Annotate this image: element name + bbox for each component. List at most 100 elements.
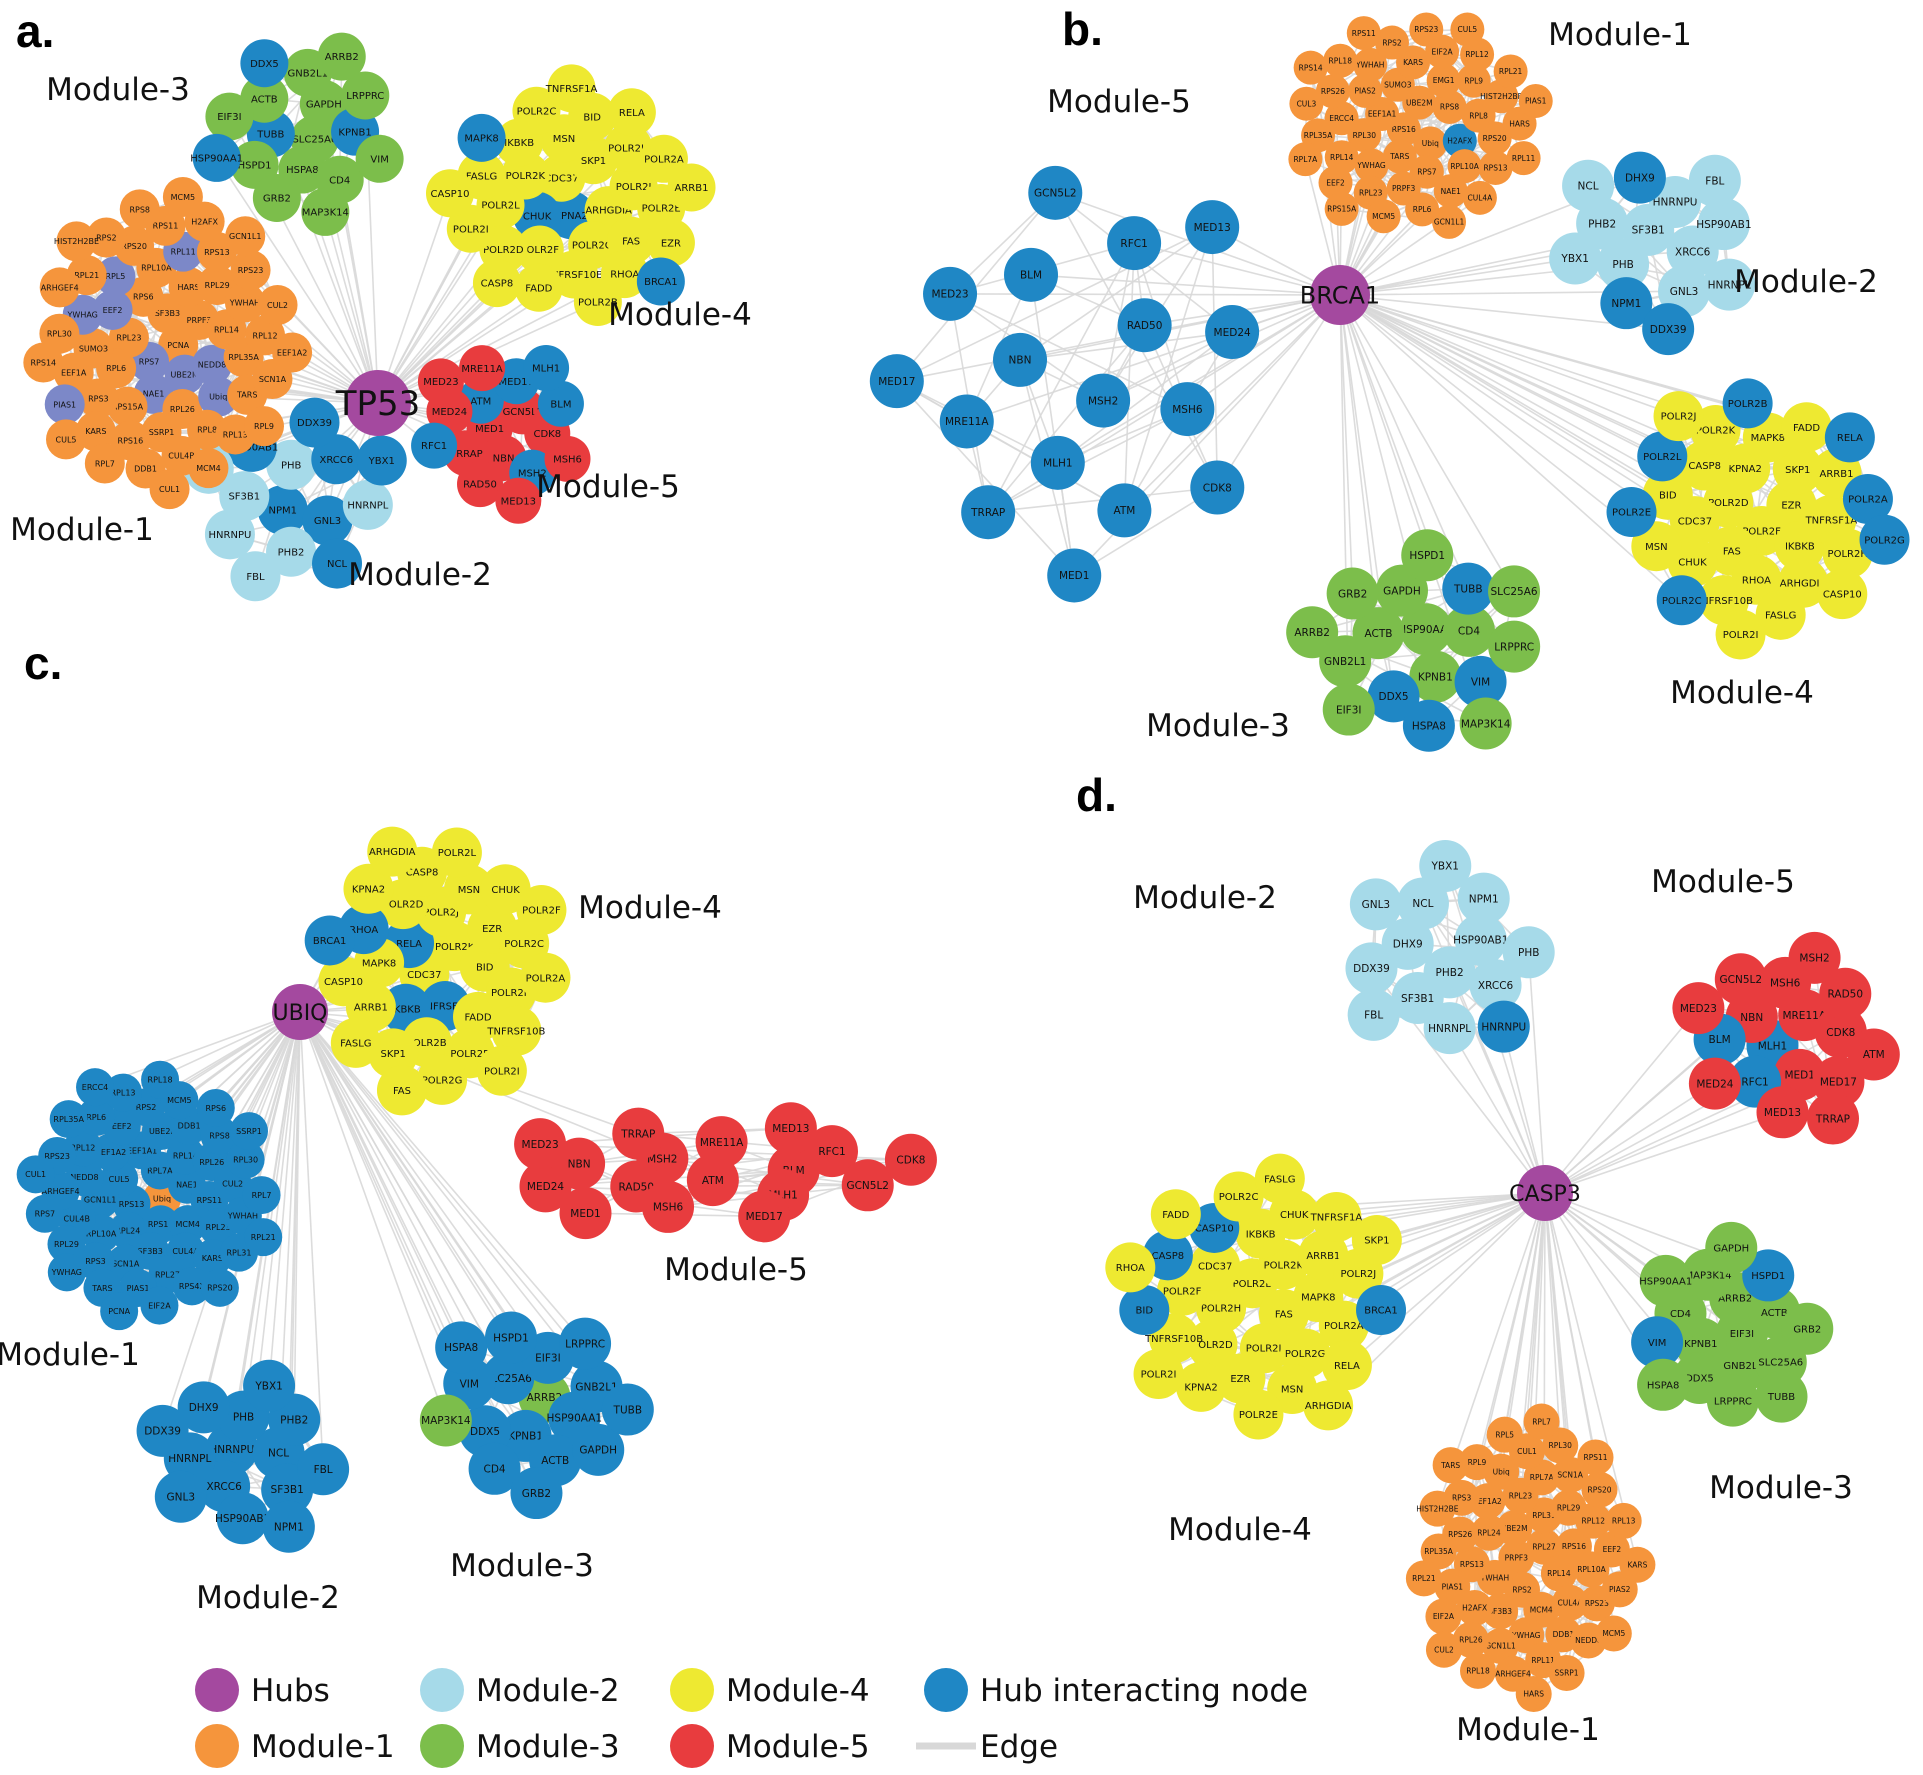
node-c-FASLG[interactable] [330, 1017, 381, 1068]
node-a-PIAS1[interactable] [44, 384, 85, 425]
node-b-RPL14[interactable] [1324, 140, 1359, 175]
node-a-RPL7[interactable] [84, 443, 125, 484]
node-c-RPS4X[interactable] [172, 1267, 211, 1306]
node-d-TNFRSF1A[interactable] [1311, 1191, 1362, 1242]
node-a-CUL2[interactable] [257, 284, 298, 325]
node-b-MCM5[interactable] [1366, 199, 1401, 234]
node-d-RELA[interactable] [1321, 1340, 1372, 1391]
node-c-CASP10[interactable] [318, 956, 369, 1007]
node-d-POLR2E[interactable] [1233, 1389, 1284, 1440]
node-a-CASP8[interactable] [472, 259, 521, 308]
node-b-RPL6[interactable] [1405, 192, 1440, 227]
node-a-EIF3I[interactable] [205, 92, 254, 141]
node-d-FBL[interactable] [1347, 988, 1400, 1041]
node-a-GRB2[interactable] [252, 173, 301, 222]
node-b-RPS26[interactable] [1315, 74, 1350, 109]
node-b-MRE11A[interactable] [939, 394, 994, 449]
node-b-GCN1L1[interactable] [1432, 204, 1467, 239]
node-b-RPS11[interactable] [1346, 16, 1381, 51]
node-b-PIAS1[interactable] [1518, 83, 1553, 118]
node-a-MRE11A[interactable] [459, 345, 506, 392]
node-b-RPL7A[interactable] [1288, 142, 1323, 177]
node-c-ARHGDIA[interactable] [367, 826, 418, 877]
node-b-MED23[interactable] [923, 266, 978, 321]
node-c-RPL18[interactable] [141, 1060, 180, 1099]
node-b-YBX1[interactable] [1549, 232, 1602, 285]
node-a-PHB2[interactable] [266, 526, 317, 577]
node-d-RHOA[interactable] [1105, 1242, 1156, 1293]
node-d-ARHGDIA[interactable] [1303, 1380, 1354, 1431]
node-b-DDX39[interactable] [1642, 303, 1695, 356]
node-b-RPS23[interactable] [1409, 12, 1444, 47]
node-c-TRRAP[interactable] [612, 1107, 665, 1160]
node-b-POLR2B[interactable] [1722, 378, 1773, 429]
node-b-POLR2C[interactable] [1656, 575, 1707, 626]
node-a-CASP10[interactable] [425, 169, 474, 218]
node-a-HNRNPL[interactable] [342, 479, 393, 530]
node-a-RPS14[interactable] [23, 342, 64, 383]
node-a-ARHGEF4[interactable] [39, 267, 80, 308]
node-d-TARS[interactable] [1432, 1447, 1469, 1484]
node-a-RPS2[interactable] [86, 217, 127, 258]
node-d-TUBB[interactable] [1755, 1370, 1808, 1423]
node-b-RFC1[interactable] [1107, 216, 1162, 271]
node-d-POLR2I[interactable] [1133, 1348, 1184, 1399]
node-d-KPNA2[interactable] [1176, 1361, 1227, 1412]
node-d-HSP90AB1[interactable] [1454, 913, 1507, 966]
node-c-LRPPRC[interactable] [559, 1317, 612, 1370]
node-b-MSH2[interactable] [1076, 373, 1131, 428]
node-a-MED13[interactable] [495, 477, 542, 524]
node-c-MED13[interactable] [764, 1102, 817, 1155]
node-a-HARS[interactable] [168, 266, 209, 307]
node-b-NAE1[interactable] [1433, 174, 1468, 209]
node-a-SF3B1[interactable] [219, 471, 270, 522]
node-a-TNFRSF1A[interactable] [547, 64, 596, 113]
node-d-RPL14[interactable] [1540, 1555, 1577, 1592]
node-b-CUL3[interactable] [1289, 86, 1324, 121]
node-a-EEF1A2[interactable] [272, 332, 313, 373]
node-d-HSP90AA1[interactable] [1639, 1254, 1692, 1307]
node-b-TRRAP[interactable] [961, 485, 1016, 540]
node-d-RPS11[interactable] [1577, 1439, 1614, 1476]
node-d-RPS20[interactable] [1581, 1471, 1618, 1508]
node-c-CUL1[interactable] [16, 1155, 55, 1194]
node-b-RPS8[interactable] [1432, 89, 1467, 124]
node-a-Ubiq[interactable] [198, 376, 239, 417]
node-c-RFC1[interactable] [805, 1125, 858, 1178]
node-c-ERCC4[interactable] [76, 1068, 115, 1107]
node-a-EZR[interactable] [646, 218, 695, 267]
node-c-POLR2A[interactable] [520, 952, 571, 1003]
node-a-YWHAH[interactable] [224, 282, 265, 323]
node-d-YBX1[interactable] [1419, 839, 1472, 892]
node-d-GCN5L2[interactable] [1714, 953, 1767, 1006]
node-b-NPM1[interactable] [1600, 277, 1653, 330]
node-b-EEF2[interactable] [1318, 165, 1353, 200]
node-a-RPL9[interactable] [243, 406, 284, 447]
node-c-YBX1[interactable] [243, 1359, 296, 1412]
node-c-MED1[interactable] [559, 1187, 612, 1240]
node-c-MRE11A[interactable] [695, 1116, 748, 1169]
node-a-BLM[interactable] [537, 380, 584, 427]
node-b-TARS[interactable] [1382, 139, 1417, 174]
node-c-RPS6[interactable] [196, 1088, 235, 1127]
node-b-RPL10A[interactable] [1447, 149, 1482, 184]
node-c-HSPA8[interactable] [435, 1321, 488, 1374]
node-a-POLR2C[interactable] [512, 86, 561, 135]
node-c-GAPDH[interactable] [572, 1423, 625, 1476]
node-a-HIST2H2BE[interactable] [56, 221, 97, 262]
node-c-SLC25A6[interactable] [482, 1352, 535, 1405]
node-b-HSPA8[interactable] [1402, 699, 1455, 752]
node-b-MAP3K14[interactable] [1459, 697, 1512, 750]
node-d-XRCC6[interactable] [1469, 959, 1522, 1012]
node-c-DHX9[interactable] [177, 1381, 230, 1434]
node-b-PHB[interactable] [1597, 238, 1650, 291]
node-c-TNFRSF10B[interactable] [491, 1005, 542, 1056]
node-b-FBL[interactable] [1688, 154, 1741, 207]
node-b-HSP90AB1[interactable] [1697, 198, 1750, 251]
node-b-YWHAG[interactable] [1354, 148, 1389, 183]
node-a-GCN1L1[interactable] [225, 216, 266, 257]
node-c-MED17[interactable] [738, 1190, 791, 1243]
node-d-CUL4A[interactable] [1551, 1584, 1588, 1621]
node-a-GNL3[interactable] [302, 495, 353, 546]
node-b-RPL11[interactable] [1506, 141, 1541, 176]
